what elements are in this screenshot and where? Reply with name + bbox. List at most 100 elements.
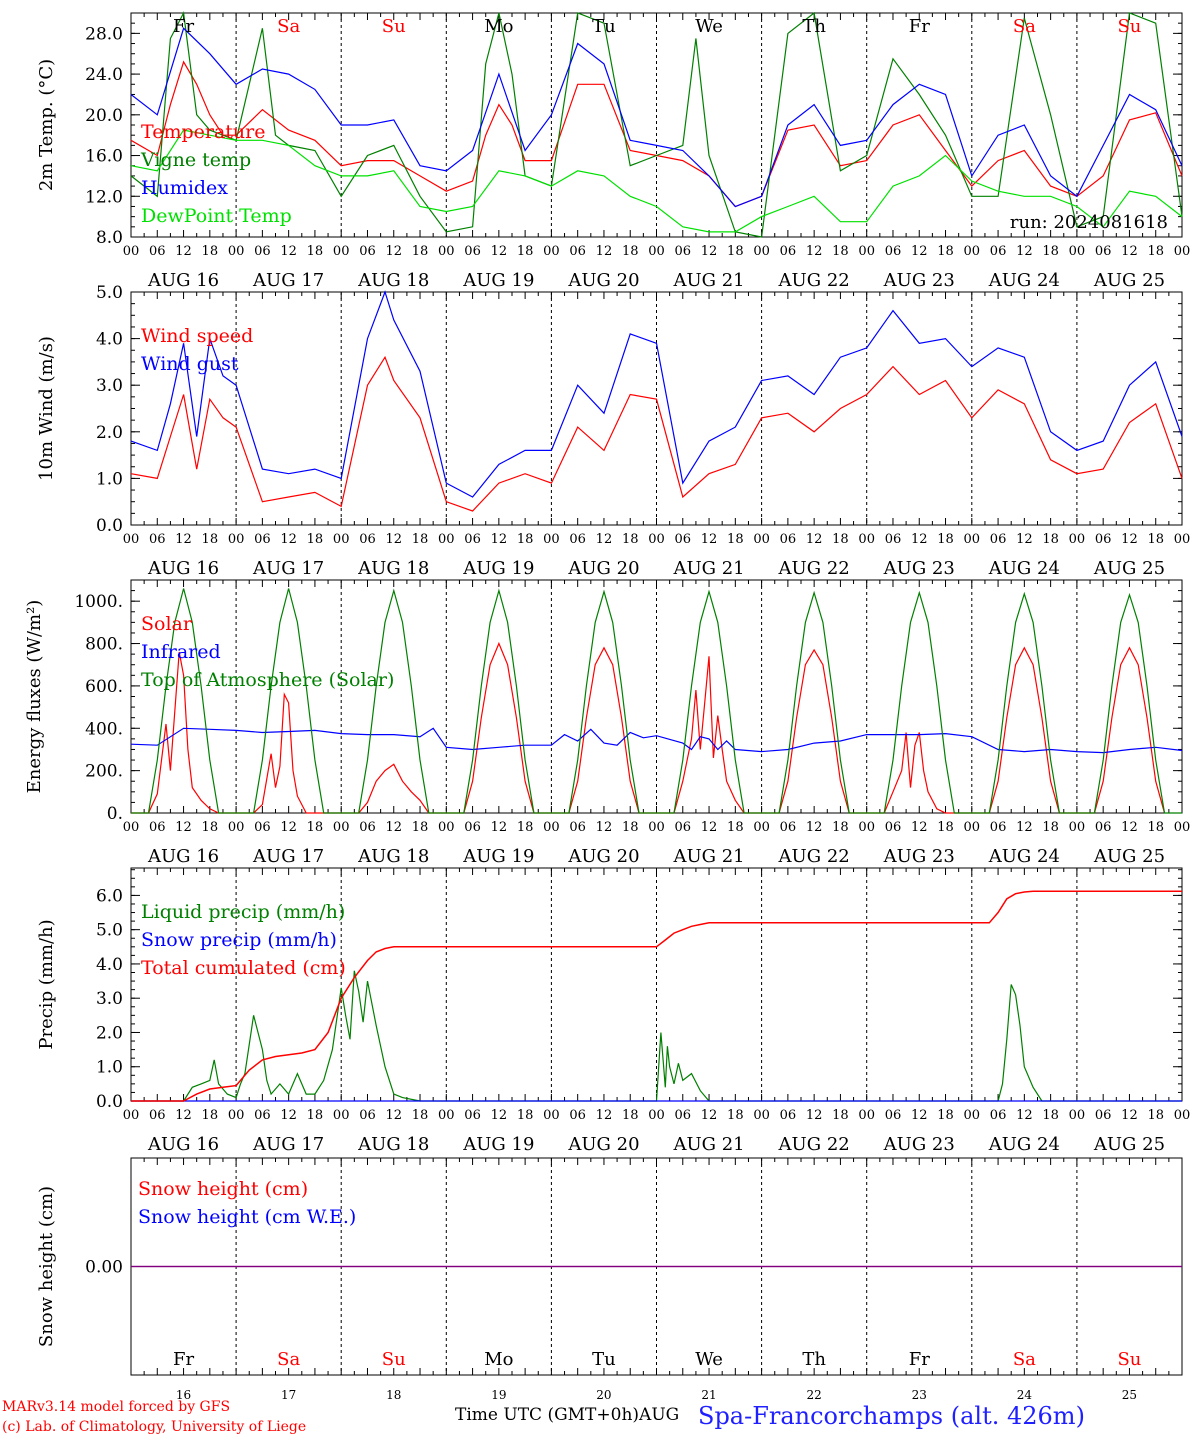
hour-tick-label: 12 (175, 244, 192, 259)
series-line (131, 588, 1182, 814)
hour-tick-label: 12 (175, 820, 192, 835)
hour-tick-label: 06 (149, 1108, 166, 1123)
hour-tick-label: 06 (780, 244, 797, 259)
y-tick-label: 3.0 (96, 376, 123, 396)
date-label: AUG 18 (357, 270, 429, 291)
hour-tick-label: 12 (1121, 1108, 1138, 1123)
day-abbr: Th (802, 1349, 826, 1370)
legend-entry: Top of Atmosphere (Solar) (141, 669, 394, 691)
hour-tick-label: 12 (1121, 532, 1138, 547)
hour-tick-label: 00 (1069, 244, 1086, 259)
hour-tick-label: 06 (464, 1108, 481, 1123)
hour-tick-label: 18 (307, 820, 324, 835)
hour-tick-label: 18 (307, 532, 324, 547)
y-tick-label: 28.0 (85, 24, 123, 44)
panel-5: 0.00 Snow height (cm) Snow height (cm) Snow… (36, 1157, 1183, 1402)
y-tick-label: 1.0 (96, 1058, 123, 1078)
hour-tick-label: 00 (438, 244, 455, 259)
hour-tick-label: 18 (1147, 244, 1164, 259)
y-axis-title: Energy fluxes (W/m²) (24, 600, 45, 794)
date-label: AUG 17 (252, 846, 324, 867)
hour-tick-label: 12 (806, 532, 823, 547)
hour-tick-label: 18 (1042, 532, 1059, 547)
hour-tick-label: 00 (1069, 820, 1086, 835)
hour-tick-label: 06 (254, 244, 271, 259)
date-label: AUG 20 (567, 1134, 639, 1155)
hour-tick-label: 12 (701, 244, 718, 259)
hour-tick-label: 00 (858, 532, 875, 547)
hour-tick-label: 06 (675, 820, 692, 835)
date-label: AUG 17 (252, 558, 324, 579)
hour-tick-label: 18 (937, 1108, 954, 1123)
date-label: AUG 21 (672, 1134, 744, 1155)
panel-1: 8.0 12.0 16.0 20.0 24.0 28.0 2m Temp. (°C) 00 06… (36, 11, 1190, 291)
hour-tick-label: 00 (123, 1108, 140, 1123)
hour-tick-label: 12 (911, 244, 928, 259)
hour-tick-label: 00 (543, 820, 560, 835)
date-label: AUG 21 (672, 558, 744, 579)
day-abbr: Th (802, 16, 826, 37)
hour-tick-label: 12 (280, 820, 297, 835)
y-axis-title: Precip (mm/h) (36, 919, 57, 1049)
hour-tick-label: 06 (464, 244, 481, 259)
hour-tick-label: 00 (438, 532, 455, 547)
hour-tick-label: 18 (727, 820, 744, 835)
hour-tick-label: 00 (1174, 532, 1191, 547)
hour-tick-label: 12 (175, 1108, 192, 1123)
hour-tick-label: 06 (780, 532, 797, 547)
hour-tick-label: 12 (911, 1108, 928, 1123)
hour-tick-label: 12 (280, 532, 297, 547)
day-number: 23 (912, 1388, 927, 1402)
day-abbr: Sa (1013, 16, 1036, 37)
y-tick-label: 0.0 (96, 516, 123, 536)
y-tick-label: 16.0 (85, 147, 123, 167)
hour-tick-label: 00 (543, 244, 560, 259)
hour-tick-label: 00 (753, 820, 770, 835)
hour-tick-label: 00 (1069, 532, 1086, 547)
hour-tick-label: 12 (1016, 1108, 1033, 1123)
legend-entry: Snow height (cm W.E.) (138, 1206, 356, 1228)
day-number: 18 (386, 1388, 401, 1402)
hour-tick-label: 12 (491, 820, 508, 835)
hour-tick-label: 00 (228, 820, 245, 835)
y-axis-title: Snow height (cm) (36, 1186, 57, 1347)
y-tick-label: 400. (85, 719, 123, 739)
hour-tick-label: 00 (858, 244, 875, 259)
date-label: AUG 20 (567, 846, 639, 867)
hour-tick-label: 18 (937, 820, 954, 835)
hour-tick-label: 06 (359, 1108, 376, 1123)
date-label: AUG 24 (988, 270, 1060, 291)
hour-tick-label: 18 (517, 532, 534, 547)
day-abbr: Su (1117, 1349, 1141, 1370)
hour-tick-label: 06 (885, 820, 902, 835)
hour-tick-label: 18 (307, 244, 324, 259)
series-line (131, 890, 1182, 1102)
day-abbr: Fr (173, 1349, 194, 1370)
hour-tick-label: 18 (202, 1108, 219, 1123)
hour-tick-label: 18 (832, 820, 849, 835)
series-line (130, 290, 1183, 498)
series-line (130, 129, 1183, 233)
date-label: AUG 23 (883, 846, 955, 867)
hour-tick-label: 12 (385, 244, 402, 259)
y-tick-label: 4.0 (96, 955, 123, 975)
hour-tick-label: 18 (622, 1108, 639, 1123)
hour-tick-label: 06 (254, 1108, 271, 1123)
series-line (130, 11, 1183, 238)
date-label: AUG 20 (567, 270, 639, 291)
y-tick-label: 5.0 (96, 921, 123, 941)
hour-tick-label: 06 (254, 532, 271, 547)
hour-tick-label: 00 (858, 1108, 875, 1123)
legend-entry: Wind gust (141, 353, 239, 375)
series-line (130, 60, 1183, 208)
date-label: AUG 19 (462, 270, 534, 291)
hour-tick-label: 06 (149, 532, 166, 547)
hour-tick-label: 12 (385, 1108, 402, 1123)
hour-tick-label: 18 (202, 244, 219, 259)
hour-tick-label: 12 (175, 532, 192, 547)
date-label: AUG 25 (1093, 846, 1165, 867)
y-tick-label: 5.0 (96, 283, 123, 303)
hour-tick-label: 18 (727, 244, 744, 259)
hour-tick-label: 06 (675, 532, 692, 547)
